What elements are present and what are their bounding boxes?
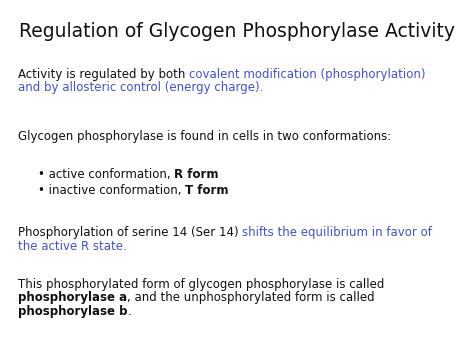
- Text: • active conformation,: • active conformation,: [38, 168, 174, 181]
- Text: Phosphorylation of serine 14 (Ser 14): Phosphorylation of serine 14 (Ser 14): [18, 226, 242, 239]
- Text: R form: R form: [174, 168, 219, 181]
- Text: Glycogen phosphorylase is found in cells in two conformations:: Glycogen phosphorylase is found in cells…: [18, 130, 391, 143]
- Text: • inactive conformation,: • inactive conformation,: [38, 184, 185, 197]
- Text: covalent modification (phosphorylation): covalent modification (phosphorylation): [189, 68, 426, 81]
- Text: phosphorylase b: phosphorylase b: [18, 305, 128, 318]
- Text: .: .: [128, 305, 131, 318]
- Text: the active R state.: the active R state.: [18, 240, 127, 252]
- Text: phosphorylase a: phosphorylase a: [18, 291, 127, 305]
- Text: This phosphorylated form of glycogen phosphorylase is called: This phosphorylated form of glycogen pho…: [18, 278, 384, 291]
- Text: T form: T form: [185, 184, 229, 197]
- Text: and by allosteric control (energy charge).: and by allosteric control (energy charge…: [18, 82, 264, 94]
- Text: , and the unphosphorylated form is called: , and the unphosphorylated form is calle…: [127, 291, 375, 305]
- Text: Regulation of Glycogen Phosphorylase Activity: Regulation of Glycogen Phosphorylase Act…: [19, 22, 455, 41]
- Text: Activity is regulated by both: Activity is regulated by both: [18, 68, 189, 81]
- Text: shifts the equilibrium in favor of: shifts the equilibrium in favor of: [242, 226, 432, 239]
